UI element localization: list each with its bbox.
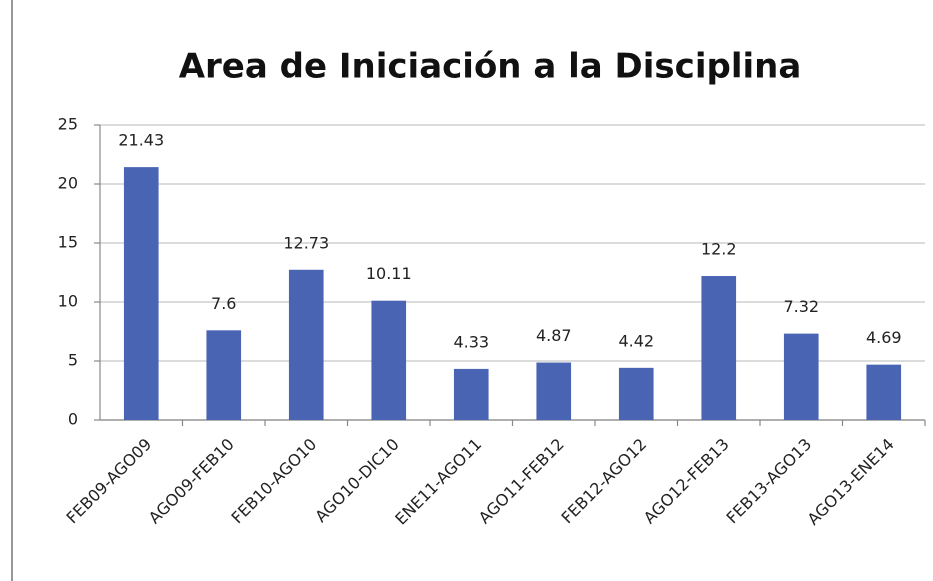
x-tick-label: AGO11-FEB12	[475, 435, 568, 528]
y-tick-label: 10	[58, 292, 78, 311]
bar	[701, 276, 737, 420]
y-tick-label: 15	[58, 233, 78, 252]
bar	[783, 333, 819, 420]
bar	[618, 367, 654, 420]
x-tick-label: AGO09-FEB10	[145, 435, 238, 528]
x-tick-label: FEB13-AGO13	[723, 435, 816, 528]
bar	[866, 364, 902, 420]
y-tick-label: 5	[68, 351, 78, 370]
bar	[371, 300, 407, 420]
x-tick-label: FEB09-AGO09	[63, 435, 156, 528]
x-tick-label: AGO12-FEB13	[640, 435, 733, 528]
x-tick-label: AGO10-DIC10	[311, 435, 402, 526]
chart-title: Area de Iniciación a la Disciplina	[179, 47, 802, 87]
data-label: 4.87	[536, 326, 572, 345]
data-label: 7.32	[783, 297, 819, 316]
bar	[453, 368, 489, 420]
data-label: 7.6	[211, 294, 236, 313]
bar	[288, 269, 324, 420]
x-tick-label: FEB12-AGO12	[558, 435, 651, 528]
data-label: 4.33	[453, 332, 489, 351]
data-label: 12.73	[283, 233, 329, 252]
bar	[536, 362, 572, 420]
y-tick-label: 20	[58, 174, 78, 193]
data-label: 4.69	[866, 328, 902, 347]
data-label: 21.43	[118, 131, 164, 150]
data-label: 10.11	[366, 264, 412, 283]
bar	[206, 330, 242, 420]
x-tick-label: ENE11-AGO11	[391, 435, 485, 529]
x-tick-label: AGO13-ENE14	[803, 435, 897, 529]
data-label: 4.42	[618, 331, 654, 350]
y-tick-label: 25	[58, 115, 78, 134]
data-label: 12.2	[701, 240, 737, 259]
y-tick-label: 0	[68, 410, 78, 429]
x-tick-label: FEB10-AGO10	[228, 435, 321, 528]
bar	[123, 167, 159, 420]
